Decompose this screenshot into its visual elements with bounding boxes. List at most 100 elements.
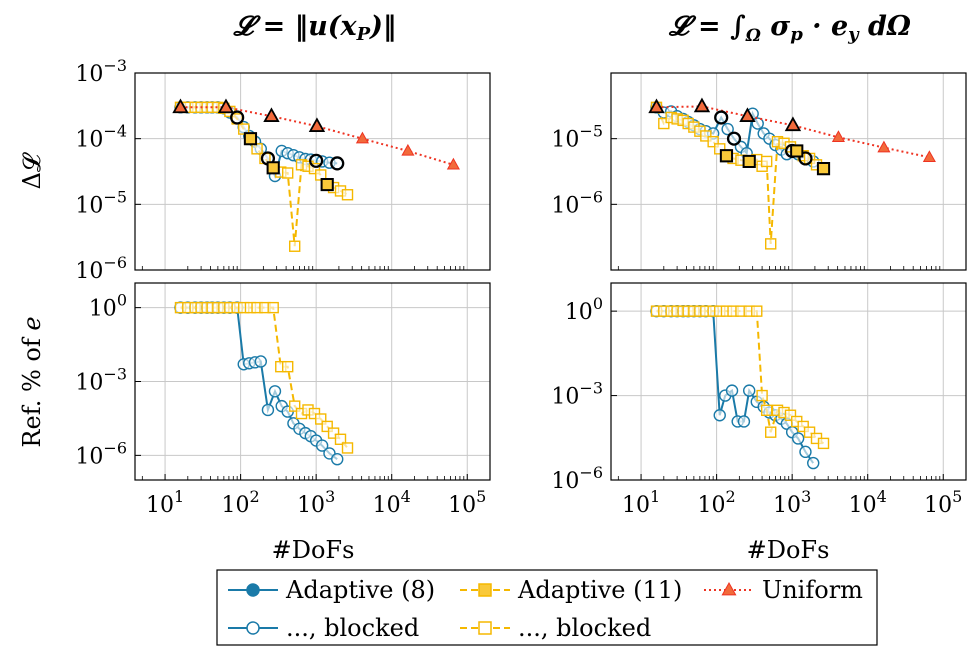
point-adaptive11	[751, 305, 763, 317]
highlight-square	[742, 154, 756, 169]
point-adaptive8	[737, 415, 751, 428]
point-adaptive11	[334, 433, 347, 445]
xtick-label: 105	[448, 487, 486, 518]
highlight-square	[320, 177, 334, 192]
highlight-triangle	[217, 98, 235, 114]
highlight-circle	[330, 156, 345, 171]
point-adaptive11	[267, 301, 279, 314]
legend-label: Uniform	[762, 576, 863, 604]
point-adaptive8	[807, 456, 820, 470]
legend-label: ..., blocked	[286, 614, 419, 642]
point-adaptive11	[760, 155, 773, 168]
panel-top-right: 10−6 10−5	[551, 72, 967, 271]
ytick-label: 10−6	[551, 463, 603, 494]
legend-label: Adaptive (8)	[285, 576, 435, 604]
legend-marker	[246, 621, 260, 635]
point-adaptive11	[341, 189, 354, 201]
ytick-label: 100	[565, 294, 603, 325]
legend: Adaptive (8) Adaptive (11) Uniform ..., blo…	[216, 569, 878, 646]
svg-text:Δ𝓛: Δ𝓛	[18, 152, 46, 189]
highlight-circle	[798, 151, 813, 166]
plot-frame	[134, 72, 491, 271]
legend-marker	[478, 621, 492, 635]
point-adaptive8	[725, 384, 739, 397]
point-adaptive11	[765, 238, 777, 250]
title-right: 𝓛 = ∫Ω σp · ey dΩ	[668, 11, 911, 46]
point-adaptive11	[289, 400, 301, 412]
point-adaptive11	[281, 360, 294, 373]
point-adaptive11	[714, 143, 726, 155]
highlight-square	[719, 149, 734, 163]
panel-bottom-left: 10−6 10−3 100 101 102 103 104 105	[75, 282, 491, 518]
plot-frame	[134, 282, 491, 481]
highlight-triangle	[263, 107, 280, 122]
legend-item-2: Uniform	[704, 576, 863, 604]
point-adaptive8	[254, 355, 267, 368]
legend-box	[216, 569, 878, 646]
series-group	[650, 304, 830, 470]
point-adaptive11	[251, 143, 263, 155]
panel-bottom-right: 10−6 10−3 100 101 102 103 104 105	[551, 282, 967, 518]
highlight-square	[816, 162, 831, 176]
point-adaptive11	[315, 413, 327, 425]
ytick-label: 10−3	[551, 379, 603, 410]
series-group	[172, 98, 460, 252]
xtick-label: 104	[373, 487, 411, 518]
point-adaptive11	[784, 409, 797, 421]
point-adaptive8	[268, 385, 282, 398]
xtick-label: 102	[222, 487, 260, 518]
point-adaptive8	[791, 432, 805, 445]
point-adaptive11	[289, 240, 301, 252]
highlight-square	[266, 161, 280, 175]
highlight-circle	[714, 110, 729, 125]
legend-label: ..., blocked	[518, 614, 651, 642]
legend-item-1: Adaptive (11)	[460, 576, 682, 604]
point-adaptive8	[799, 445, 812, 459]
xtick-label: 101	[622, 487, 660, 518]
point-adaptive11	[700, 130, 712, 142]
point-adaptive11	[797, 420, 809, 433]
ytick-label: 10−6	[75, 253, 127, 284]
ytick-label: 10−3	[75, 56, 127, 87]
point-adaptive8	[721, 122, 734, 136]
ytick-label: 10−3	[75, 365, 127, 396]
legend-item-4: ..., blocked	[460, 614, 651, 642]
point-uniform	[446, 157, 460, 170]
point-uniform	[831, 130, 845, 142]
point-adaptive8	[261, 403, 275, 417]
point-adaptive11	[756, 389, 768, 402]
point-adaptive8	[743, 384, 756, 397]
xtick-label: 105	[924, 487, 962, 518]
xtick-label: 103	[773, 487, 811, 518]
highlight-triangle	[739, 107, 756, 122]
point-adaptive11	[321, 420, 333, 433]
ytick-label: 10−6	[75, 438, 127, 469]
point-adaptive11	[658, 117, 670, 130]
plot-frame	[610, 72, 967, 271]
panel-top-left: 10−6 10−5 10−4 10−3	[75, 56, 491, 284]
point-adaptive11	[803, 426, 816, 438]
point-uniform	[922, 150, 936, 163]
point-uniform	[877, 140, 891, 153]
xtick-label: 102	[698, 487, 736, 518]
plot-frame	[610, 282, 967, 481]
ytick-label: 100	[89, 291, 127, 322]
ylabel-bottom: Ref. % of e	[18, 316, 46, 447]
ytick-label: 10−6	[551, 187, 603, 218]
point-uniform	[355, 131, 369, 144]
point-adaptive11	[327, 427, 340, 439]
point-adaptive11	[308, 162, 321, 175]
point-adaptive11	[341, 442, 354, 454]
highlight-triangle	[308, 117, 326, 132]
point-adaptive11	[760, 404, 773, 416]
highlight-triangle	[172, 98, 189, 114]
highlight-triangle	[784, 116, 802, 132]
highlight-triangle	[693, 97, 711, 113]
xtick-label: 104	[849, 487, 887, 518]
ytick-label: 10−5	[75, 187, 127, 218]
highlight-square	[790, 144, 804, 158]
point-adaptive8	[331, 452, 344, 466]
xtick-label: 101	[146, 487, 184, 518]
highlight-circle	[230, 110, 245, 125]
